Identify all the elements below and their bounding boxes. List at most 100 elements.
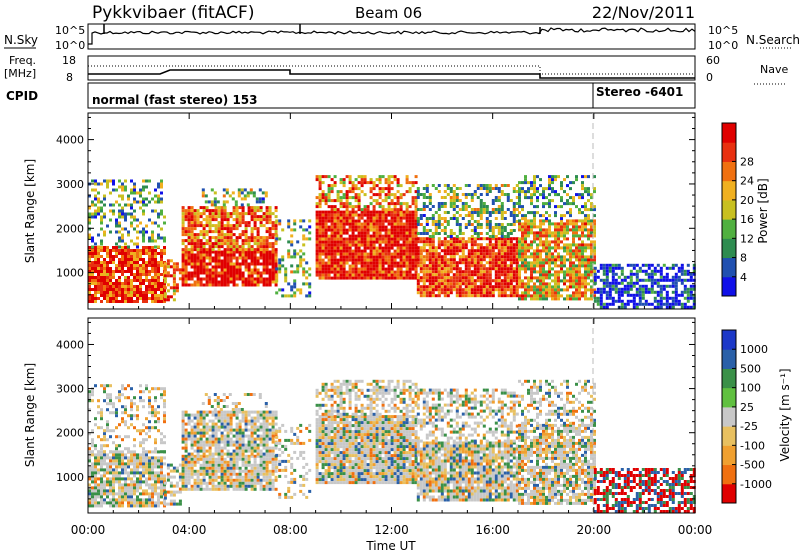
range-cell [479, 267, 483, 271]
range-cell [154, 288, 157, 291]
range-cell [581, 261, 584, 265]
range-cell [491, 232, 495, 235]
range-cell [112, 453, 115, 457]
range-cell [296, 267, 300, 271]
range-cell [154, 480, 157, 484]
range-cell [214, 262, 218, 266]
range-cell [205, 253, 209, 257]
range-cell [542, 294, 545, 298]
range-cell [497, 270, 501, 274]
range-cell [205, 283, 209, 287]
range-cell [100, 294, 103, 297]
range-cell [584, 217, 587, 221]
range-cell [446, 291, 450, 295]
range-cell [315, 196, 319, 200]
range-cell [327, 243, 331, 247]
range-cell [157, 261, 160, 264]
range-cell [497, 288, 501, 292]
range-cell [536, 211, 539, 215]
range-cell [268, 277, 272, 281]
range-cell [387, 175, 391, 179]
range-cell [148, 270, 151, 273]
range-cell [620, 287, 624, 291]
range-cell [644, 290, 648, 294]
range-cell [109, 282, 112, 285]
range-cell [440, 243, 444, 247]
range-cell [497, 285, 501, 289]
range-cell [205, 271, 209, 275]
range-cell [542, 214, 545, 218]
range-cell [575, 285, 578, 289]
range-cell [121, 498, 124, 502]
range-cell [545, 297, 548, 301]
range-cell [330, 252, 334, 256]
range-cell [259, 256, 263, 260]
range-cell [384, 261, 388, 265]
range-cell [375, 246, 379, 250]
range-cell [354, 258, 358, 262]
range-cell [509, 246, 513, 250]
range-cell [557, 273, 560, 277]
range-cell [315, 255, 319, 259]
range-cell [91, 474, 94, 478]
range-cell [293, 255, 297, 259]
range-cell [381, 234, 385, 238]
range-cell [97, 459, 100, 463]
range-cell [587, 175, 590, 179]
range-cell [148, 501, 151, 505]
range-cell [302, 273, 306, 277]
range-cell [476, 211, 480, 214]
range-cell [446, 276, 450, 280]
range-cell [452, 264, 456, 268]
range-cell [378, 181, 382, 185]
range-cell [247, 239, 251, 243]
range-cell [293, 222, 297, 226]
range-cell [476, 243, 480, 247]
range-cell [345, 246, 349, 250]
range-cell [414, 261, 418, 265]
range-cell [88, 255, 91, 258]
range-cell [473, 255, 477, 259]
range-cell [563, 276, 566, 280]
range-cell [584, 243, 587, 247]
range-cell [112, 288, 115, 291]
range-cell [584, 267, 587, 271]
range-cell [318, 222, 322, 226]
range-cell [369, 267, 373, 271]
range-cell [387, 219, 391, 223]
range-cell [539, 267, 542, 271]
range-cell [94, 246, 97, 249]
range-cell [253, 239, 257, 243]
range-cell [244, 233, 248, 237]
range-cell [632, 302, 636, 306]
range-cell [656, 263, 660, 267]
range-cell [124, 258, 127, 261]
range-cell [115, 224, 118, 228]
range-cell [422, 237, 426, 241]
range-cell [299, 258, 303, 262]
range-cell [497, 243, 501, 247]
range-cell [237, 194, 241, 198]
range-cell [157, 194, 160, 198]
range-cell [127, 267, 130, 270]
range-cell [524, 175, 527, 179]
range-cell [232, 218, 236, 222]
range-cell [91, 480, 94, 484]
range-cell [127, 249, 130, 252]
range-cell [133, 300, 136, 303]
range-cell [136, 468, 139, 472]
range-cell [443, 205, 447, 208]
range-cell [190, 239, 194, 243]
range-cell [202, 253, 206, 257]
range-cell [443, 184, 447, 187]
range-cell [106, 261, 109, 264]
range-cell [196, 236, 200, 240]
range-cell [229, 253, 233, 257]
range-cell [223, 218, 227, 222]
range-cell [145, 477, 148, 481]
range-cell [536, 297, 539, 301]
range-cell [204, 200, 208, 204]
range-cell [241, 250, 245, 254]
range-cell [321, 216, 325, 220]
range-cell [253, 227, 257, 231]
